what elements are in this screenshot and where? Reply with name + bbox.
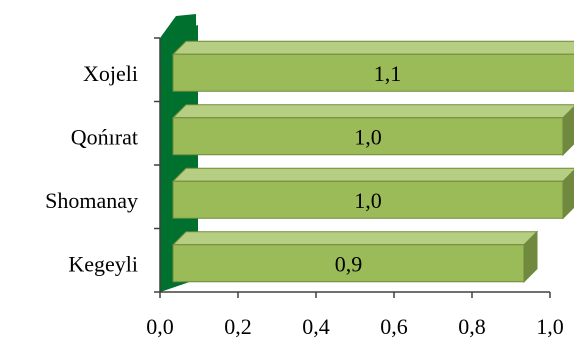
category-label: Shomanay — [45, 188, 138, 213]
bar-top — [171, 167, 574, 182]
category-label: Xojeli — [83, 61, 138, 86]
x-tick-label: 0,4 — [302, 314, 330, 339]
data-label: 1,1 — [374, 61, 402, 86]
bar — [171, 167, 574, 220]
data-label: 0,9 — [335, 251, 363, 276]
data-label: 1,0 — [354, 124, 382, 149]
x-tick-label: 0,0 — [146, 314, 174, 339]
x-tick-label: 1,0 — [536, 314, 564, 339]
x-tick-label: 0,2 — [224, 314, 252, 339]
data-label: 1,0 — [354, 188, 382, 213]
category-label: Qońırat — [71, 124, 138, 149]
axes — [154, 37, 551, 298]
x-tick-label: 0,8 — [458, 314, 486, 339]
bar-top — [171, 40, 574, 55]
bars — [171, 40, 574, 283]
bar-top — [171, 231, 539, 246]
bar-front — [172, 244, 525, 283]
bar-front — [172, 180, 564, 219]
labels: 0,0 0,2 0,4 0,6 0,8 1,0 1,1 Xojeli 1,0 Qońırat 1,0… — [45, 61, 564, 339]
bar — [171, 104, 574, 156]
bar-front — [172, 117, 564, 156]
x-tick-label: 0,6 — [380, 314, 408, 339]
bar-top — [171, 104, 574, 119]
bar-front — [172, 53, 574, 92]
category-label: Kegeyli — [68, 251, 138, 276]
bar — [171, 40, 574, 92]
bar — [171, 230, 539, 283]
